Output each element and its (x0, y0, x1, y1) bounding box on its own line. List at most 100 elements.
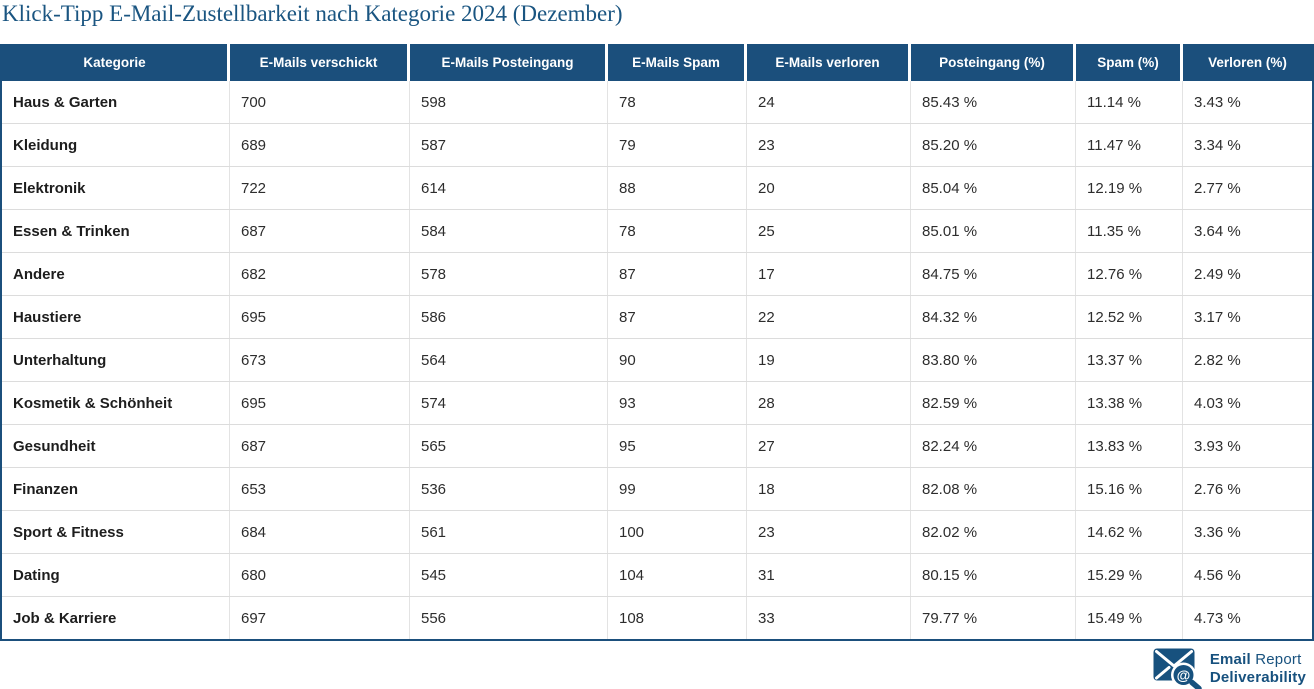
value-cell: 13.38 % (1076, 382, 1183, 424)
header-cell: Spam (%) (1076, 44, 1183, 81)
brand-logo-text: Email Report Deliverability (1210, 651, 1306, 687)
value-cell: 536 (410, 468, 608, 510)
value-cell: 3.64 % (1194, 222, 1241, 240)
value-cell: 83.80 % (911, 339, 1076, 381)
header-cell: Posteingang (%) (911, 44, 1076, 81)
value-cell: 556 (410, 597, 608, 639)
value-cell: 695 (230, 296, 410, 338)
table-row: Unterhaltung 673 564 90 19 83.80 % 13.37 % 2.82… (2, 338, 1312, 381)
category-cell: Elektronik (2, 167, 230, 209)
value-cell: 653 (230, 468, 410, 510)
brand-logo: @ Email Report Deliverability (1153, 648, 1306, 689)
value-cell: 33 (747, 597, 911, 639)
table-row: Haus & Garten 700 598 78 24 85.43 % 11.14 % 3.4… (2, 81, 1312, 123)
value-cell: 584 (410, 210, 608, 252)
table-row: Haustiere 695 586 87 22 84.32 % 12.52 % 3.17 % (2, 295, 1312, 338)
deliverability-table: Kategorie E-Mails verschickt E-Mails Poste… (0, 44, 1314, 641)
value-cell: 689 (230, 124, 410, 166)
value-cell: 14.62 % (1076, 511, 1183, 553)
header-cell: E-Mails Spam (608, 44, 747, 81)
table-row: Dating 680 545 104 31 80.15 % 15.29 % 4.56 % (2, 553, 1312, 596)
brand-logo-line1: Email Report (1209, 650, 1302, 668)
value-cell: 3.43 % (1194, 93, 1241, 111)
value-cell: 90 (608, 339, 747, 381)
value-cell: 680 (230, 554, 410, 596)
value-cell: 25 (747, 210, 911, 252)
header-cell: E-Mails verloren (747, 44, 911, 81)
value-cell: 85.43 % (911, 81, 1076, 123)
category-cell: Job & Karriere (2, 597, 230, 639)
value-cell: 12.52 % (1076, 296, 1183, 338)
value-cell: 11.35 % (1076, 210, 1183, 252)
category-cell: Essen & Trinken (2, 210, 230, 252)
value-cell: 614 (410, 167, 608, 209)
value-cell: 722 (230, 167, 410, 209)
value-cell: 84.32 % (911, 296, 1076, 338)
table-row: Job & Karriere 697 556 108 33 79.77 % 15.49 % 4… (2, 596, 1312, 639)
value-cell: 3.17 % (1194, 308, 1241, 326)
value-cell: 28 (747, 382, 911, 424)
value-cell: 11.14 % (1076, 81, 1183, 123)
value-cell: 78 (608, 210, 747, 252)
value-cell: 82.08 % (911, 468, 1076, 510)
value-cell: 4.56 % (1194, 566, 1241, 584)
value-cell: 12.76 % (1076, 253, 1183, 295)
value-cell: 2.49 % (1194, 265, 1241, 283)
email-magnifier-icon: @ (1153, 648, 1203, 689)
table-row: Andere 682 578 87 17 84.75 % 12.76 % 2.49 % (2, 252, 1312, 295)
value-cell: 85.20 % (911, 124, 1076, 166)
value-cell: 687 (230, 210, 410, 252)
value-cell: 598 (410, 81, 608, 123)
value-cell: 18 (747, 468, 911, 510)
value-cell: 100 (608, 511, 747, 553)
value-cell: 13.83 % (1076, 425, 1183, 467)
value-cell: 93 (608, 382, 747, 424)
value-cell: 85.04 % (911, 167, 1076, 209)
value-cell: 700 (230, 81, 410, 123)
value-cell: 684 (230, 511, 410, 553)
value-cell: 15.16 % (1076, 468, 1183, 510)
value-cell: 15.49 % (1076, 597, 1183, 639)
value-cell: 24 (747, 81, 911, 123)
value-cell: 574 (410, 382, 608, 424)
category-cell: Haustiere (2, 296, 230, 338)
header-cell: E-Mails Posteingang (410, 44, 608, 81)
value-cell: 2.77 % (1194, 179, 1241, 197)
table-row: Finanzen 653 536 99 18 82.08 % 15.16 % 2.76 % (2, 467, 1312, 510)
value-cell: 78 (608, 81, 747, 123)
value-cell: 697 (230, 597, 410, 639)
value-cell: 15.29 % (1076, 554, 1183, 596)
value-cell: 82.24 % (911, 425, 1076, 467)
value-cell: 561 (410, 511, 608, 553)
table-body: Haus & Garten 700 598 78 24 85.43 % 11.14 % 3.4… (2, 81, 1312, 639)
table-header-row: Kategorie E-Mails verschickt E-Mails Poste… (2, 44, 1312, 81)
value-cell: 578 (410, 253, 608, 295)
category-cell: Andere (2, 253, 230, 295)
category-cell: Kosmetik & Schönheit (2, 382, 230, 424)
value-cell: 23 (747, 124, 911, 166)
value-cell: 687 (230, 425, 410, 467)
value-cell: 673 (230, 339, 410, 381)
value-cell: 4.03 % (1194, 394, 1241, 412)
value-cell: 586 (410, 296, 608, 338)
value-cell: 79 (608, 124, 747, 166)
value-cell: 88 (608, 167, 747, 209)
value-cell: 99 (608, 468, 747, 510)
value-cell: 587 (410, 124, 608, 166)
value-cell: 95 (608, 425, 747, 467)
category-cell: Sport & Fitness (2, 511, 230, 553)
value-cell: 545 (410, 554, 608, 596)
value-cell: 80.15 % (911, 554, 1076, 596)
value-cell: 3.36 % (1194, 523, 1241, 541)
category-cell: Dating (2, 554, 230, 596)
value-cell: 695 (230, 382, 410, 424)
category-cell: Kleidung (2, 124, 230, 166)
value-cell: 79.77 % (911, 597, 1076, 639)
value-cell: 82.59 % (911, 382, 1076, 424)
value-cell: 22 (747, 296, 911, 338)
value-cell: 11.47 % (1076, 124, 1183, 166)
svg-text:@: @ (1176, 667, 1190, 683)
value-cell: 3.34 % (1194, 136, 1241, 154)
value-cell: 565 (410, 425, 608, 467)
value-cell: 4.73 % (1194, 609, 1241, 627)
